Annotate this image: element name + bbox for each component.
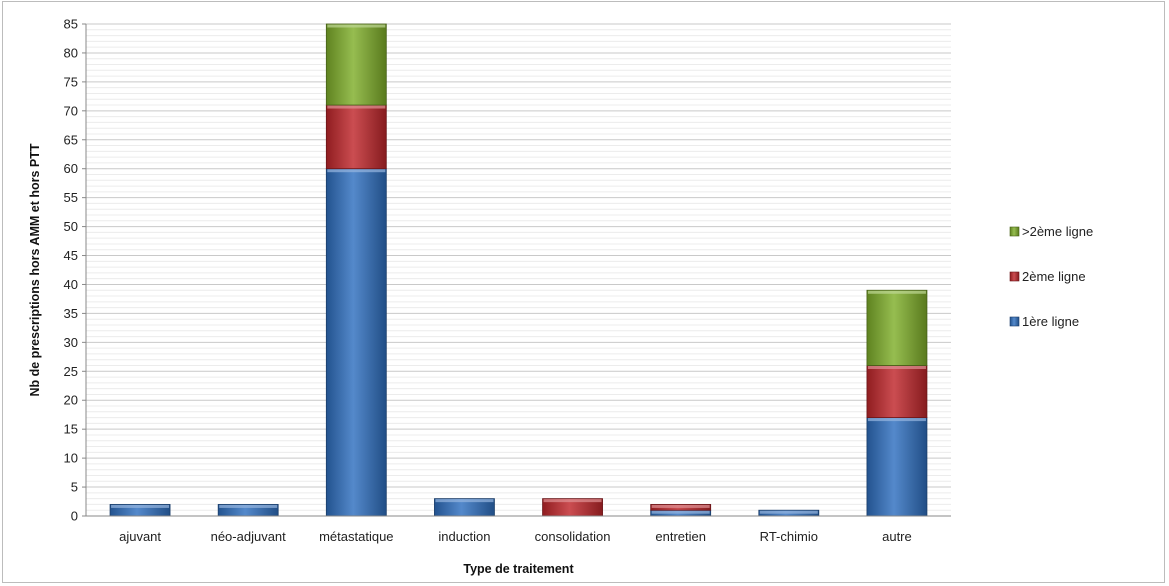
gridlines — [86, 23, 951, 517]
y-axis-title: Nb de prescriptions hors AMM et hors PTT — [28, 143, 42, 396]
y-tick-label: 80 — [64, 45, 78, 60]
x-tick-label: entretien — [655, 529, 706, 544]
x-tick-label: métastatique — [319, 529, 393, 544]
y-axis: 0 5 10 15 20 25 30 35 40 45 50 55 60 65 70 75 80 85 — [64, 17, 87, 524]
y-tick-label: 35 — [64, 306, 78, 321]
y-tick-label: 10 — [64, 451, 78, 466]
bar-segment-highlight — [327, 105, 386, 109]
bar-segment-highlight — [111, 504, 170, 508]
x-tick-label: autre — [882, 529, 912, 544]
bar-segment-highlight — [327, 169, 386, 173]
bar-segment — [866, 289, 928, 366]
y-tick-label: 45 — [64, 248, 78, 263]
bars — [109, 23, 928, 517]
y-tick-label: 30 — [64, 335, 78, 350]
legend-swatch — [1009, 226, 1020, 237]
bar-segment-highlight — [867, 418, 926, 422]
bar-segment-highlight — [435, 499, 494, 503]
y-tick-label: 60 — [64, 161, 78, 176]
legend-label: >2ème ligne — [1022, 224, 1093, 239]
bar-segment — [866, 365, 928, 419]
bar-segment-highlight — [219, 504, 278, 508]
y-tick-label: 75 — [64, 74, 78, 89]
y-tick-label: 55 — [64, 190, 78, 205]
x-tick-label: consolidation — [535, 529, 611, 544]
bar-segment-highlight — [651, 510, 710, 514]
x-tick-label: ajuvant — [119, 529, 161, 544]
x-tick-label: néo-adjuvant — [211, 529, 287, 544]
legend-label: 1ère ligne — [1022, 314, 1079, 329]
y-tick-label: 85 — [64, 17, 78, 32]
y-tick-label: 15 — [64, 422, 78, 437]
legend-label: 2ème ligne — [1022, 269, 1086, 284]
x-tick-label: induction — [438, 529, 490, 544]
legend-swatch — [1009, 316, 1020, 327]
bar-segment-highlight — [327, 24, 386, 28]
y-tick-label: 0 — [71, 509, 78, 524]
bar-segment — [325, 104, 387, 170]
bar-segment-highlight — [867, 290, 926, 294]
bar-segment — [325, 23, 387, 106]
bar-segment-highlight — [651, 504, 710, 508]
x-tick-label: RT-chimio — [760, 529, 818, 544]
bar-segment-highlight — [759, 510, 818, 514]
y-tick-label: 65 — [64, 132, 78, 147]
y-tick-label: 20 — [64, 393, 78, 408]
y-tick-label: 70 — [64, 103, 78, 118]
stacked-bar-chart: 0 5 10 15 20 25 30 35 40 45 50 55 60 65 70 75 80 85 ajuva… — [28, 17, 1093, 577]
y-tick-label: 40 — [64, 277, 78, 292]
x-axis-title: Type de traitement — [463, 562, 574, 576]
y-tick-label: 5 — [71, 480, 78, 495]
bar-segment-highlight — [543, 499, 602, 503]
legend-swatch — [1009, 271, 1020, 282]
y-tick-label: 50 — [64, 219, 78, 234]
y-tick-label: 25 — [64, 364, 78, 379]
x-axis: ajuvant néo-adjuvant métastatique induction… — [86, 515, 951, 544]
bar-segment-highlight — [867, 366, 926, 370]
bar-segment — [866, 417, 928, 517]
bar-segment — [325, 168, 387, 517]
legend: >2ème ligne 2ème ligne 1ère ligne — [1009, 224, 1093, 329]
